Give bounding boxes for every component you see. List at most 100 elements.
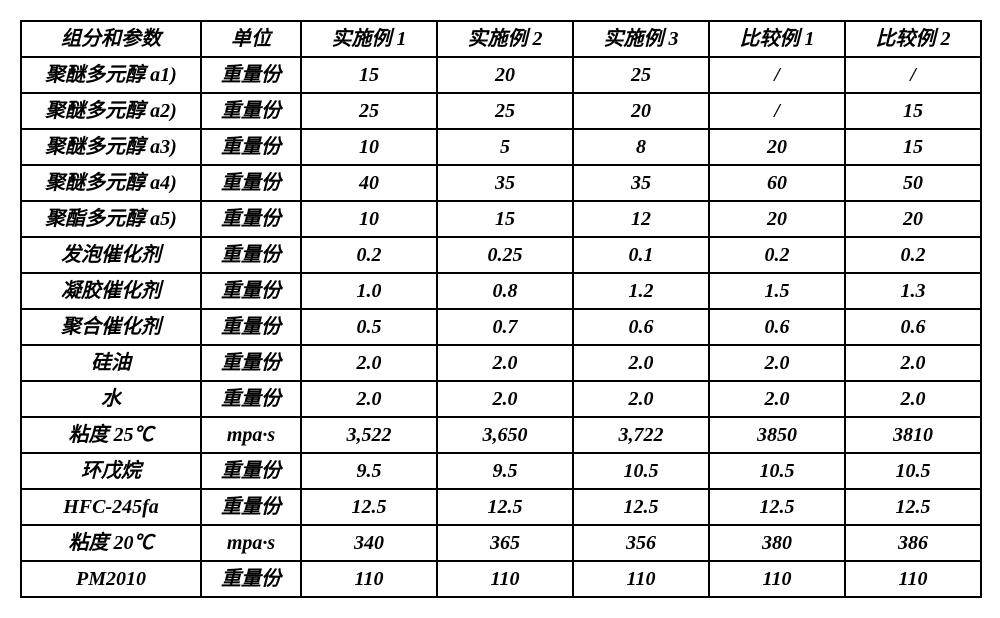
cell: 110: [301, 561, 437, 597]
col-header: 实施例 3: [573, 21, 709, 57]
table-row: 聚醚多元醇 a2)重量份252520/15: [21, 93, 981, 129]
table-row: 聚醚多元醇 a1)重量份152025//: [21, 57, 981, 93]
cell: 3850: [709, 417, 845, 453]
cell: 10.5: [573, 453, 709, 489]
cell: 重量份: [201, 237, 301, 273]
cell: 3,722: [573, 417, 709, 453]
cell: 聚醚多元醇 a1): [21, 57, 201, 93]
cell: 35: [437, 165, 573, 201]
cell: 9.5: [301, 453, 437, 489]
col-header: 实施例 2: [437, 21, 573, 57]
cell: 2.0: [301, 345, 437, 381]
table-row: 水重量份2.02.02.02.02.0: [21, 381, 981, 417]
cell: 1.3: [845, 273, 981, 309]
cell: 3810: [845, 417, 981, 453]
cell: 环戊烷: [21, 453, 201, 489]
cell: 380: [709, 525, 845, 561]
cell: 0.6: [573, 309, 709, 345]
cell: 40: [301, 165, 437, 201]
table-row: 环戊烷重量份9.59.510.510.510.5: [21, 453, 981, 489]
cell: 3,522: [301, 417, 437, 453]
table-row: 发泡催化剂重量份0.20.250.10.20.2: [21, 237, 981, 273]
cell: PM2010: [21, 561, 201, 597]
cell: 重量份: [201, 345, 301, 381]
cell: 重量份: [201, 165, 301, 201]
cell: 0.6: [845, 309, 981, 345]
cell: 15: [845, 129, 981, 165]
cell: 2.0: [437, 381, 573, 417]
col-header: 单位: [201, 21, 301, 57]
cell: 10: [301, 201, 437, 237]
cell: 25: [437, 93, 573, 129]
cell: 12.5: [709, 489, 845, 525]
cell: mpa·s: [201, 525, 301, 561]
cell: 340: [301, 525, 437, 561]
table-header-row: 组分和参数 单位 实施例 1 实施例 2 实施例 3 比较例 1 比较例 2: [21, 21, 981, 57]
cell: 2.0: [845, 381, 981, 417]
cell: 发泡催化剂: [21, 237, 201, 273]
cell: 15: [437, 201, 573, 237]
cell: 0.2: [709, 237, 845, 273]
cell: 20: [437, 57, 573, 93]
cell: 硅油: [21, 345, 201, 381]
cell: 0.2: [845, 237, 981, 273]
cell: /: [845, 57, 981, 93]
cell: 15: [301, 57, 437, 93]
cell: 110: [709, 561, 845, 597]
table-body: 聚醚多元醇 a1)重量份152025// 聚醚多元醇 a2)重量份252520/…: [21, 57, 981, 597]
cell: 重量份: [201, 381, 301, 417]
cell: 0.8: [437, 273, 573, 309]
table-row: 粘度 25℃mpa·s3,5223,6503,72238503810: [21, 417, 981, 453]
cell: 重量份: [201, 129, 301, 165]
cell: 聚醚多元醇 a2): [21, 93, 201, 129]
cell: 粘度 25℃: [21, 417, 201, 453]
cell: 重量份: [201, 453, 301, 489]
cell: 10.5: [845, 453, 981, 489]
table-row: 凝胶催化剂重量份1.00.81.21.51.3: [21, 273, 981, 309]
cell: 重量份: [201, 309, 301, 345]
cell: 0.6: [709, 309, 845, 345]
cell: 10.5: [709, 453, 845, 489]
cell: 386: [845, 525, 981, 561]
cell: 重量份: [201, 201, 301, 237]
cell: 12.5: [437, 489, 573, 525]
cell: 0.25: [437, 237, 573, 273]
cell: 25: [573, 57, 709, 93]
cell: 重量份: [201, 273, 301, 309]
cell: 粘度 20℃: [21, 525, 201, 561]
cell: 1.0: [301, 273, 437, 309]
cell: 聚合催化剂: [21, 309, 201, 345]
cell: 12.5: [845, 489, 981, 525]
table-row: 聚醚多元醇 a4)重量份4035356050: [21, 165, 981, 201]
cell: /: [709, 93, 845, 129]
cell: 凝胶催化剂: [21, 273, 201, 309]
cell: 356: [573, 525, 709, 561]
cell: 2.0: [845, 345, 981, 381]
cell: 20: [709, 129, 845, 165]
cell: 2.0: [437, 345, 573, 381]
cell: 110: [437, 561, 573, 597]
cell: 2.0: [301, 381, 437, 417]
cell: 20: [845, 201, 981, 237]
table-row: 硅油重量份2.02.02.02.02.0: [21, 345, 981, 381]
cell: 1.5: [709, 273, 845, 309]
col-header: 比较例 2: [845, 21, 981, 57]
table-row: 粘度 20℃mpa·s340365356380386: [21, 525, 981, 561]
cell: 2.0: [709, 345, 845, 381]
table-row: PM2010重量份110110110110110: [21, 561, 981, 597]
cell: 3,650: [437, 417, 573, 453]
cell: 0.5: [301, 309, 437, 345]
cell: HFC-245fa: [21, 489, 201, 525]
cell: 12: [573, 201, 709, 237]
cell: 20: [709, 201, 845, 237]
cell: 5: [437, 129, 573, 165]
cell: 110: [845, 561, 981, 597]
cell: 365: [437, 525, 573, 561]
composition-table: 组分和参数 单位 实施例 1 实施例 2 实施例 3 比较例 1 比较例 2 聚…: [20, 20, 982, 598]
cell: 重量份: [201, 561, 301, 597]
cell: 9.5: [437, 453, 573, 489]
cell: /: [709, 57, 845, 93]
cell: 12.5: [301, 489, 437, 525]
cell: 15: [845, 93, 981, 129]
cell: 重量份: [201, 489, 301, 525]
